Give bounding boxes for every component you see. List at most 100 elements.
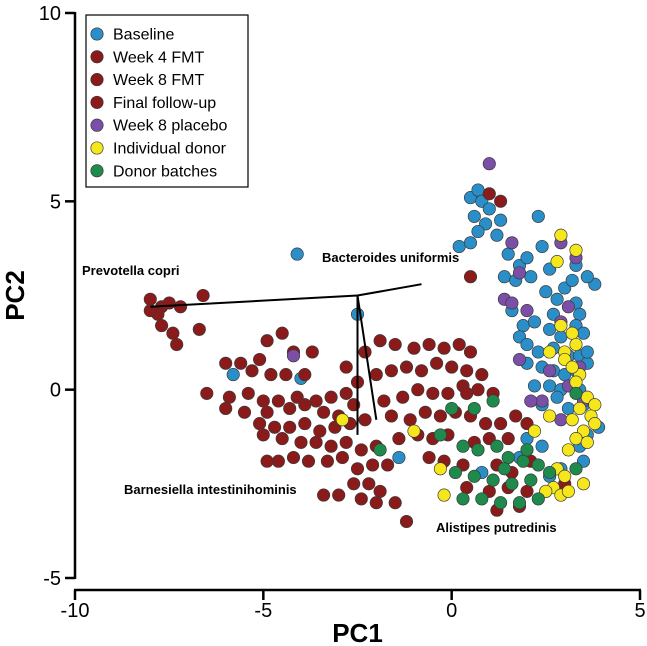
data-point xyxy=(471,443,485,457)
data-point xyxy=(245,364,259,378)
data-point xyxy=(192,322,206,336)
legend-label: Week 8 placebo xyxy=(113,118,228,135)
data-point xyxy=(373,484,387,498)
data-point xyxy=(324,390,338,404)
legend-marker xyxy=(90,141,104,155)
data-point xyxy=(494,213,508,227)
data-point xyxy=(501,432,515,446)
data-point xyxy=(460,364,474,378)
data-point xyxy=(490,439,504,453)
data-point xyxy=(275,432,289,446)
loading-labels: Prevotella copri Bacteroides uniformis Bar… xyxy=(82,250,557,535)
data-point xyxy=(433,462,447,476)
data-point xyxy=(494,496,508,510)
data-point xyxy=(226,368,240,382)
data-point xyxy=(253,352,267,367)
data-point xyxy=(437,488,451,502)
data-point xyxy=(298,368,312,382)
data-point xyxy=(452,337,466,352)
data-point xyxy=(460,386,474,400)
data-point xyxy=(286,349,301,363)
data-point xyxy=(520,251,534,265)
data-point xyxy=(505,477,519,491)
legend-label: Individual donor xyxy=(113,141,227,158)
data-point xyxy=(294,435,308,449)
data-point xyxy=(520,304,534,318)
data-point xyxy=(573,307,587,321)
data-point xyxy=(381,458,395,472)
legend: Baseline Week 4 FMT Week 8 FMT Final follow… xyxy=(85,14,249,188)
data-point xyxy=(565,273,579,287)
data-point xyxy=(512,496,527,510)
data-point xyxy=(588,398,602,412)
data-point xyxy=(494,417,508,431)
data-point xyxy=(219,401,233,416)
data-point xyxy=(527,315,542,329)
legend-marker xyxy=(90,95,104,109)
data-point xyxy=(471,383,485,397)
data-point xyxy=(290,247,304,261)
data-point xyxy=(234,356,248,370)
data-point xyxy=(339,386,353,400)
data-point xyxy=(588,417,602,431)
data-point xyxy=(260,454,274,468)
data-point xyxy=(388,496,402,510)
data-point xyxy=(298,398,312,412)
data-point xyxy=(366,458,380,472)
data-point xyxy=(388,337,402,352)
loading-vector xyxy=(357,283,422,297)
data-point xyxy=(554,319,568,333)
data-point xyxy=(569,375,583,389)
data-point xyxy=(543,364,557,378)
legend-label: Baseline xyxy=(113,27,174,44)
data-point xyxy=(561,443,575,457)
loading-label: Bacteroides uniformis xyxy=(322,250,459,265)
data-point xyxy=(509,409,523,423)
data-point xyxy=(561,300,575,314)
data-point xyxy=(373,334,387,348)
axes xyxy=(73,12,641,592)
data-point xyxy=(347,477,361,491)
data-point xyxy=(486,394,500,408)
data-point xyxy=(463,270,478,284)
data-point xyxy=(580,270,594,284)
data-point xyxy=(354,492,368,506)
data-point xyxy=(580,435,594,449)
data-point xyxy=(200,386,214,400)
data-point xyxy=(418,405,432,419)
data-point xyxy=(384,364,398,378)
data-point xyxy=(482,187,496,201)
data-point xyxy=(554,228,568,242)
data-point xyxy=(264,368,278,382)
loading-vector xyxy=(150,294,358,308)
data-point xyxy=(313,424,327,438)
data-point xyxy=(445,401,459,416)
data-point xyxy=(520,337,534,352)
data-point xyxy=(283,401,297,416)
data-point xyxy=(569,386,583,400)
data-point xyxy=(482,202,496,216)
data-point xyxy=(253,417,267,431)
data-point xyxy=(441,386,455,400)
data-point xyxy=(256,394,270,408)
data-point xyxy=(512,266,527,280)
data-point xyxy=(497,462,511,476)
data-point xyxy=(271,454,285,468)
x-tick-label: 0 xyxy=(446,600,457,622)
legend-marker xyxy=(90,27,104,41)
data-point xyxy=(512,352,527,367)
data-point xyxy=(407,341,421,355)
data-point xyxy=(505,236,519,250)
x-axis-title: PC1 xyxy=(332,618,383,646)
loading-label: Barnesiella intestinihominis xyxy=(124,482,297,497)
data-point xyxy=(354,443,368,457)
y-tick-label: 0 xyxy=(50,380,61,402)
data-point xyxy=(561,484,575,498)
data-point xyxy=(569,337,583,352)
data-point xyxy=(494,194,508,208)
data-point xyxy=(445,360,459,374)
data-point xyxy=(241,386,255,400)
y-axis-title: PC2 xyxy=(0,270,30,321)
